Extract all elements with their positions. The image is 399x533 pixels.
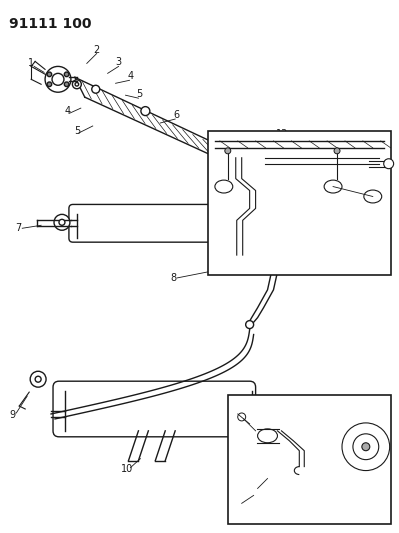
Circle shape — [246, 321, 254, 328]
Circle shape — [384, 159, 394, 168]
Bar — [208, 131, 391, 275]
Text: 4: 4 — [65, 106, 71, 116]
Circle shape — [47, 72, 52, 77]
Text: 8: 8 — [170, 273, 176, 283]
Text: 11: 11 — [212, 185, 224, 196]
Text: 11: 11 — [311, 149, 324, 159]
Circle shape — [75, 83, 79, 86]
Circle shape — [334, 148, 340, 154]
Circle shape — [353, 434, 379, 459]
Circle shape — [362, 443, 370, 451]
FancyBboxPatch shape — [53, 381, 256, 437]
Text: 16: 16 — [367, 414, 379, 424]
Text: 5: 5 — [74, 126, 80, 136]
Ellipse shape — [258, 429, 277, 443]
Circle shape — [92, 85, 100, 93]
Text: 13: 13 — [236, 500, 248, 510]
Text: 12: 12 — [221, 258, 233, 268]
Circle shape — [45, 67, 71, 92]
Text: 7: 7 — [15, 223, 22, 233]
Circle shape — [47, 82, 52, 86]
Circle shape — [342, 423, 390, 471]
Text: 12: 12 — [351, 263, 363, 273]
Text: 5: 5 — [136, 89, 143, 99]
Circle shape — [59, 220, 65, 225]
Text: 14: 14 — [252, 486, 264, 496]
Circle shape — [52, 74, 64, 85]
FancyBboxPatch shape — [69, 205, 234, 242]
Circle shape — [141, 107, 150, 116]
Ellipse shape — [324, 180, 342, 193]
Text: 91111 100: 91111 100 — [9, 17, 92, 31]
Text: 13: 13 — [371, 156, 383, 166]
Text: 4: 4 — [128, 71, 134, 82]
Ellipse shape — [364, 190, 382, 203]
Circle shape — [72, 80, 81, 89]
Circle shape — [54, 214, 70, 230]
Circle shape — [246, 240, 249, 244]
Circle shape — [64, 82, 69, 86]
Polygon shape — [75, 77, 228, 163]
Text: 2: 2 — [94, 45, 100, 54]
Circle shape — [225, 148, 231, 154]
Bar — [228, 395, 391, 524]
Circle shape — [238, 413, 246, 421]
Text: 9: 9 — [9, 410, 16, 420]
Circle shape — [35, 376, 41, 382]
Text: 1: 1 — [28, 59, 34, 68]
Text: 13: 13 — [275, 129, 288, 139]
Ellipse shape — [215, 180, 233, 193]
Circle shape — [30, 372, 46, 387]
Text: 10: 10 — [120, 464, 133, 474]
Circle shape — [64, 72, 69, 77]
Text: 6: 6 — [173, 110, 179, 120]
Circle shape — [243, 238, 252, 247]
Text: 15: 15 — [237, 410, 249, 420]
Text: 3: 3 — [116, 58, 122, 68]
